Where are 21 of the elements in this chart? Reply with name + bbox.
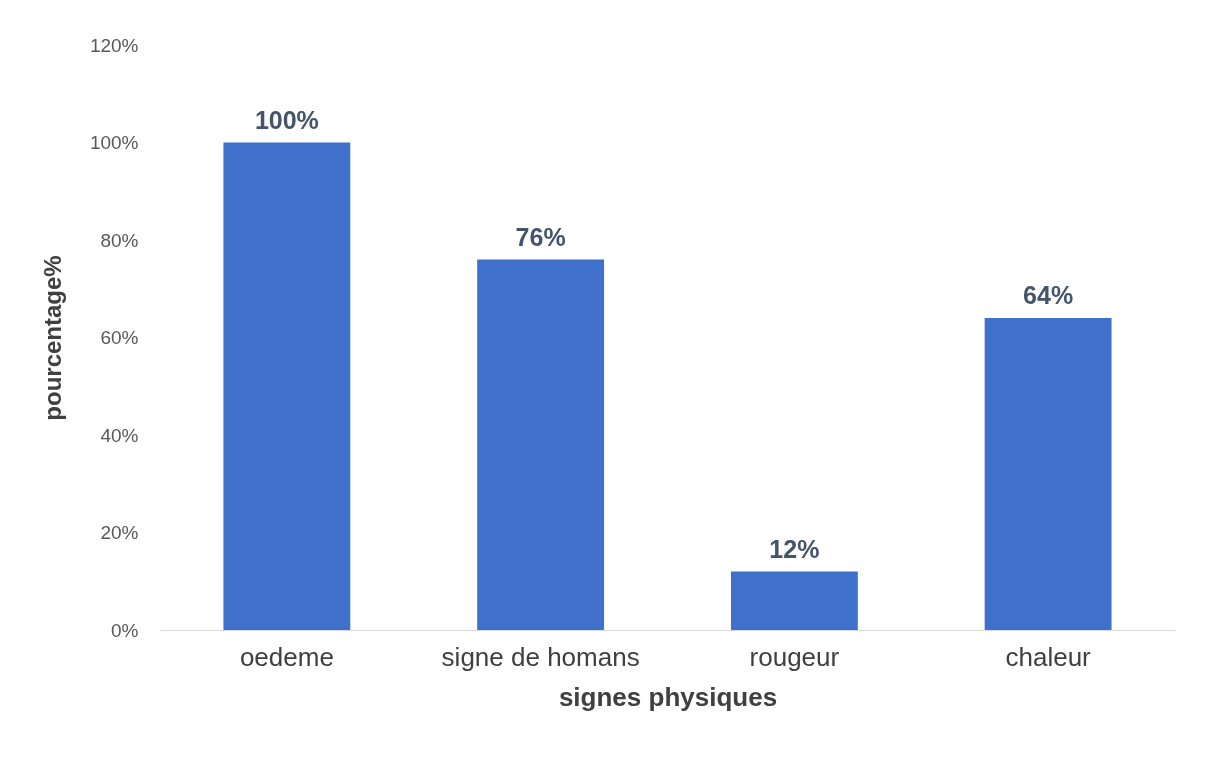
y-tick-label: 40% bbox=[100, 424, 139, 446]
y-tick-label: 60% bbox=[100, 327, 139, 348]
y-tick-label: 100% bbox=[89, 132, 139, 153]
bar bbox=[984, 318, 1112, 630]
y-axis-title: pourcentage% bbox=[38, 255, 66, 421]
bar bbox=[730, 571, 858, 630]
x-tick-label: chaleur bbox=[1005, 641, 1092, 672]
bar bbox=[477, 259, 605, 630]
x-axis-title: signes physiques bbox=[558, 681, 778, 712]
bar bbox=[223, 142, 351, 630]
data-label: 100% bbox=[254, 105, 319, 134]
x-tick-label: rougeur bbox=[749, 641, 840, 672]
y-tick-label: 20% bbox=[100, 522, 139, 543]
data-label: 12% bbox=[769, 534, 820, 563]
data-label: 64% bbox=[1023, 281, 1074, 309]
x-tick-label: signe de homans bbox=[441, 641, 640, 672]
data-label: 76% bbox=[515, 222, 566, 251]
y-tick-label: 120% bbox=[89, 34, 139, 56]
y-tick-label: 80% bbox=[100, 229, 139, 251]
y-tick-label: 0% bbox=[111, 619, 139, 641]
x-tick-label: oedeme bbox=[239, 641, 334, 672]
